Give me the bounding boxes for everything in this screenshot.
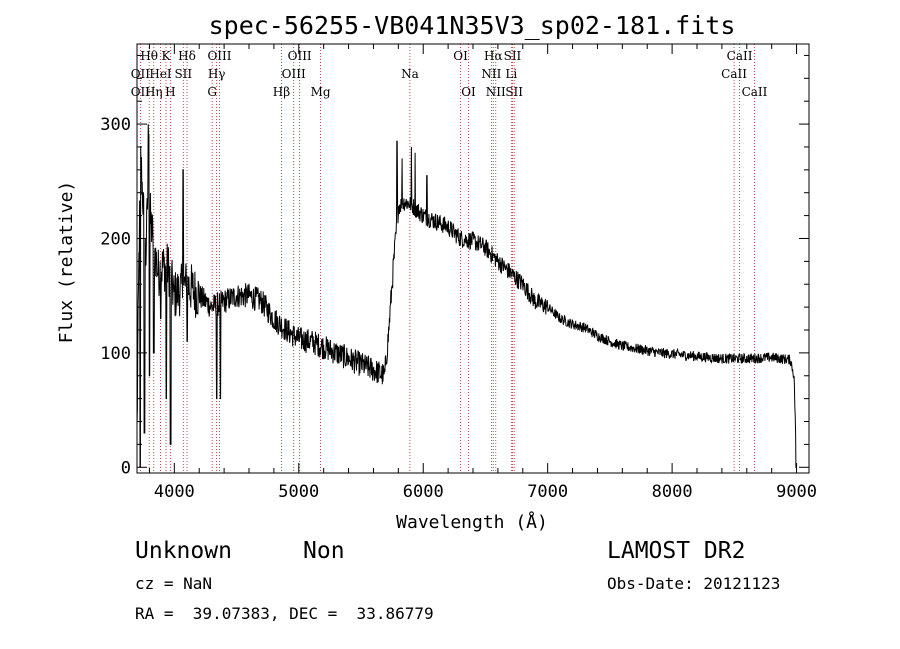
coordinates: RA = 39.07383, DEC = 33.86779 <box>135 604 434 623</box>
object-subclass: Non <box>303 538 345 564</box>
emission-line-label: H <box>165 85 175 99</box>
emission-line-label: SII <box>174 67 192 81</box>
observation-date: Obs-Date: 20121123 <box>607 574 781 593</box>
emission-line-label: OIII <box>288 49 312 63</box>
emission-line-label: Hδ <box>178 49 196 63</box>
y-axis: 0 100 200 300 <box>100 54 809 478</box>
emission-line-markers <box>139 44 755 473</box>
x-axis-label: Wavelength (Å) <box>396 511 548 533</box>
emission-line-label: CaII <box>727 49 753 63</box>
emission-line-label: HeI <box>149 67 172 81</box>
emission-line-label: OII <box>131 67 151 81</box>
survey-name: LAMOST DR2 <box>607 538 746 564</box>
emission-line-label: Hα <box>484 49 503 63</box>
chart-title: spec-56255-VB041N35V3_sp02-181.fits <box>209 11 736 40</box>
emission-line-label: Li <box>505 67 517 81</box>
y-tick-label: 300 <box>100 115 131 135</box>
x-tick-label: 9000 <box>776 482 817 502</box>
y-tick-label: 100 <box>100 344 131 364</box>
emission-line-label: SII <box>505 85 523 99</box>
spectrum-line <box>136 124 797 468</box>
redshift-value: cz = NaN <box>135 574 213 593</box>
x-tick-label: 5000 <box>278 482 319 502</box>
emission-line-label: Hγ <box>208 67 226 81</box>
emission-line-label: SII <box>504 49 522 63</box>
emission-line-label: Hθ <box>140 49 158 63</box>
x-axis: 4000 5000 6000 7000 8000 9000 <box>148 44 817 502</box>
emission-line-label: K <box>162 49 172 63</box>
emission-line-label: G <box>207 85 217 99</box>
x-tick-label: 7000 <box>527 482 568 502</box>
y-tick-label: 0 <box>121 458 131 478</box>
x-tick-label: 6000 <box>403 482 444 502</box>
emission-line-label: OI <box>453 49 468 63</box>
x-tick-label: 8000 <box>652 482 693 502</box>
emission-line-label: OIII <box>207 49 231 63</box>
emission-line-label: CaII <box>721 67 747 81</box>
emission-line-label: Mg <box>311 85 331 99</box>
y-axis-label: Flux (relative) <box>56 181 77 344</box>
emission-line-label: NII <box>486 85 506 99</box>
y-tick-label: 200 <box>100 229 131 249</box>
emission-line-label: OII <box>131 85 151 99</box>
emission-line-label: OIII <box>282 67 306 81</box>
emission-line-label: Na <box>401 67 419 81</box>
emission-line-label: CaII <box>742 85 768 99</box>
x-tick-label: 4000 <box>154 482 195 502</box>
emission-line-label: Hη <box>145 85 163 99</box>
emission-line-label: Hβ <box>273 85 290 99</box>
emission-line-label: OI <box>461 85 476 99</box>
plot-frame <box>136 43 810 474</box>
object-class: Unknown <box>135 538 232 564</box>
emission-line-label: NII <box>481 67 501 81</box>
